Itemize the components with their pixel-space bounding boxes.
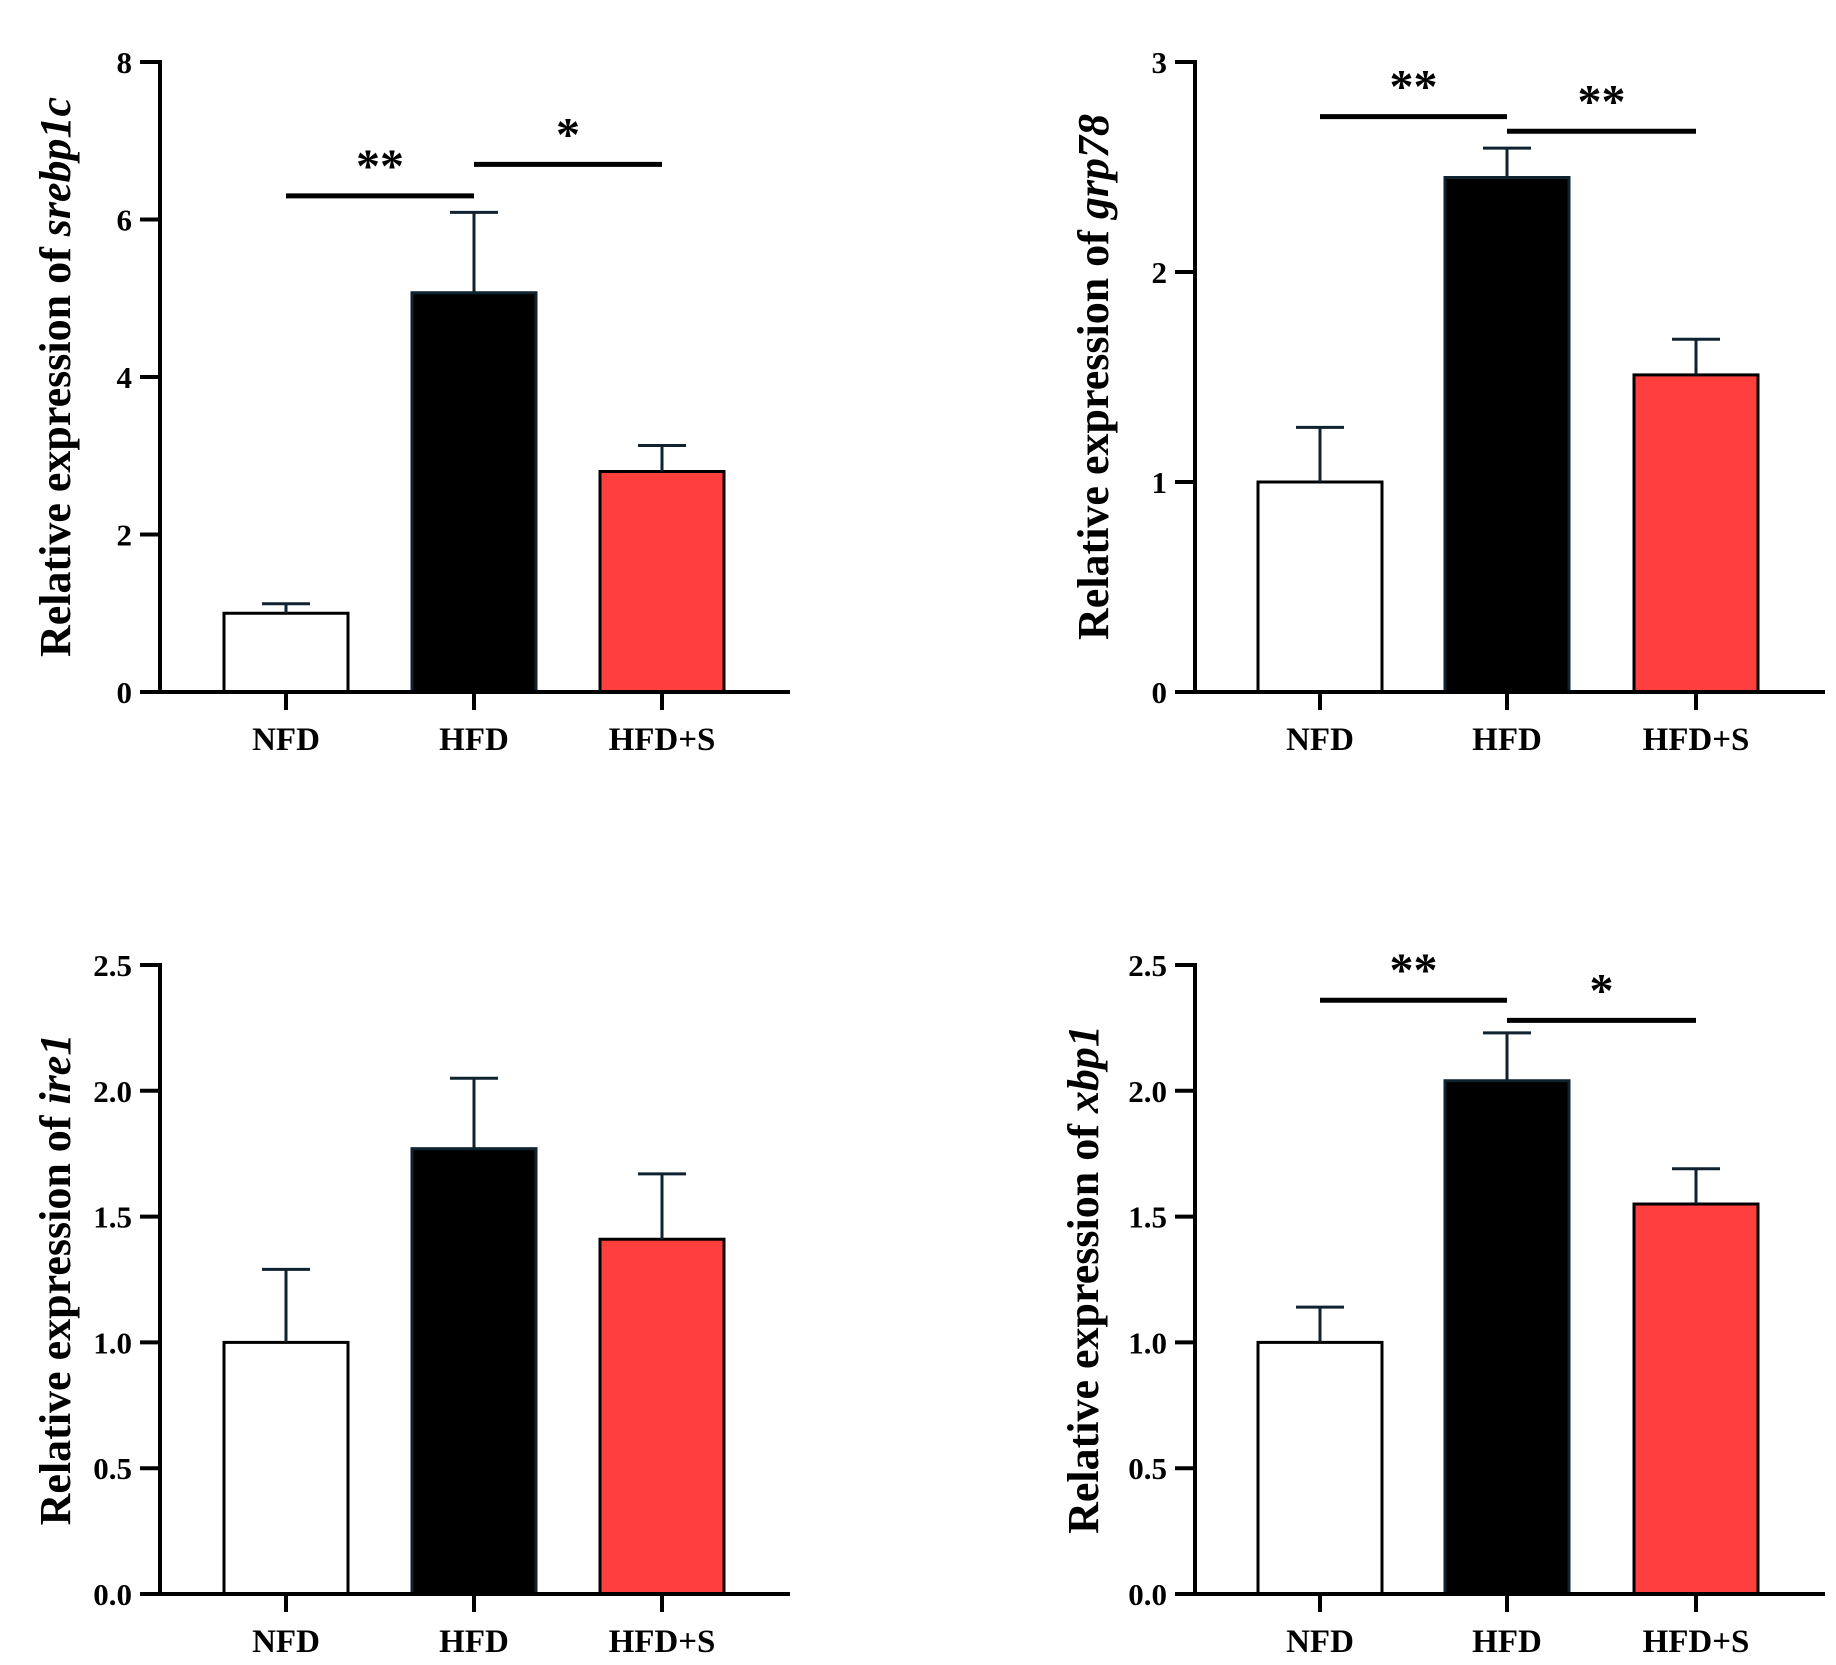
significance-label: ** xyxy=(1390,61,1438,114)
y-tick-label: 1 xyxy=(1152,465,1168,500)
bar-hfd xyxy=(410,291,538,694)
bar-hfd-plus-s xyxy=(598,470,726,694)
bar-hfd xyxy=(1443,176,1571,694)
x-tick-label: HFD+S xyxy=(1643,1624,1750,1660)
chart-panel-ire1: 0.0 0.5 1.0 1.5 2.0 2.5 NFD HFD HFD+S Relative ex… xyxy=(31,948,790,1660)
y-tick-label: 8 xyxy=(117,45,133,80)
y-axis-title: Relative expression of ire1 xyxy=(31,1034,80,1526)
x-tick-label: HFD xyxy=(1472,1624,1542,1660)
bar-hfd xyxy=(1443,1079,1571,1596)
x-tick-label: NFD xyxy=(252,722,320,758)
y-axis-title-prefix: Relative expression of xyxy=(31,1105,80,1526)
chart-panel-srebp1c: 0 2 4 6 8 NFD HFD HFD+S Relative expression of s… xyxy=(31,45,790,758)
y-axis-title: Relative expression of srebp1c xyxy=(31,97,80,657)
y-tick-label: 4 xyxy=(117,360,133,395)
x-tick-label: HFD xyxy=(439,1624,509,1660)
bar-hfd-plus-s xyxy=(1632,373,1760,694)
significance-label: * xyxy=(556,108,580,161)
y-tick-label: 1.0 xyxy=(93,1325,132,1360)
y-axis-title-gene: ire1 xyxy=(31,1034,80,1105)
chart-panel-xbp1: 0.0 0.5 1.0 1.5 2.0 2.5 NFD HFD HFD+S Relative ex… xyxy=(1059,944,1825,1660)
x-tick-label: NFD xyxy=(1286,1624,1354,1660)
chart-panel-grp78: 0 1 2 3 NFD HFD HFD+S Relative expression of gr… xyxy=(1069,45,1825,758)
x-tick-label: NFD xyxy=(252,1624,320,1660)
y-tick-label: 2.0 xyxy=(1128,1074,1167,1109)
x-tick-label: HFD+S xyxy=(609,722,716,758)
bar-hfd-plus-s xyxy=(598,1237,726,1596)
y-tick-label: 0.5 xyxy=(1128,1451,1167,1486)
bar-hfd-plus-s xyxy=(1632,1202,1760,1596)
bar-nfd xyxy=(1256,480,1384,694)
x-tick-label: NFD xyxy=(1286,722,1354,758)
y-tick-label: 1.5 xyxy=(1128,1200,1167,1235)
y-tick-label: 6 xyxy=(117,203,133,238)
significance-label: ** xyxy=(1390,944,1438,997)
y-tick-label: 0.5 xyxy=(93,1451,132,1486)
y-tick-label: 2.5 xyxy=(93,948,132,983)
bar-hfd xyxy=(410,1147,538,1596)
y-axis-title-gene: xbp1 xyxy=(1059,1025,1108,1114)
y-axis-title: Relative expression of grp78 xyxy=(1069,114,1118,640)
y-tick-label: 0.0 xyxy=(93,1577,132,1612)
significance-label: ** xyxy=(356,140,404,193)
y-axis-title-gene: srebp1c xyxy=(31,97,80,237)
y-tick-label: 2 xyxy=(117,518,133,553)
y-tick-label: 2.5 xyxy=(1128,948,1167,983)
y-tick-label: 0 xyxy=(117,675,133,710)
y-tick-label: 2 xyxy=(1152,255,1168,290)
y-tick-label: 1.0 xyxy=(1128,1325,1167,1360)
x-tick-label: HFD+S xyxy=(609,1624,716,1660)
x-tick-label: HFD+S xyxy=(1643,722,1750,758)
y-axis-title-prefix: Relative expression of xyxy=(1069,219,1118,640)
y-tick-label: 2.0 xyxy=(93,1074,132,1109)
x-tick-label: HFD xyxy=(439,722,509,758)
bar-nfd xyxy=(1256,1340,1384,1596)
y-tick-label: 0 xyxy=(1152,675,1168,710)
y-axis-title-prefix: Relative expression of xyxy=(1059,1113,1108,1534)
y-tick-label: 0.0 xyxy=(1128,1577,1167,1612)
x-tick-label: HFD xyxy=(1472,722,1542,758)
y-tick-label: 3 xyxy=(1152,45,1168,80)
bar-nfd xyxy=(222,1340,350,1596)
significance-label: ** xyxy=(1578,75,1626,128)
significance-label: * xyxy=(1590,964,1614,1017)
y-axis-title-gene: grp78 xyxy=(1069,114,1118,220)
y-tick-label: 1.5 xyxy=(93,1200,132,1235)
bar-nfd xyxy=(222,611,350,694)
y-axis-title: Relative expression of xbp1 xyxy=(1059,1025,1108,1534)
y-axis-title-prefix: Relative expression of xyxy=(31,236,80,657)
